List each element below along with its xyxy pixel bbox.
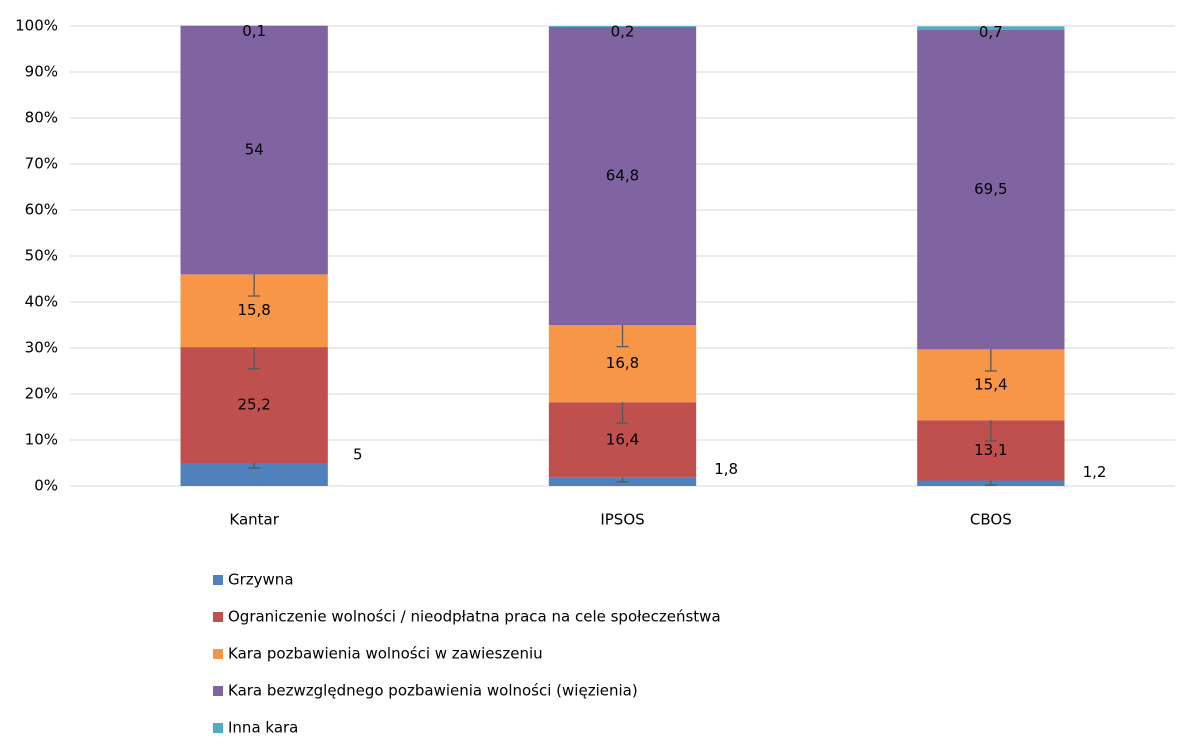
bar-segment [917, 26, 1065, 30]
bar-segment [180, 26, 328, 275]
data-label: 15,8 [237, 301, 270, 319]
data-label: 69,5 [974, 180, 1007, 198]
data-label: 1,8 [714, 460, 738, 478]
data-label: 0,1 [242, 22, 266, 40]
data-label: 54 [245, 141, 264, 159]
x-tick-label: Kantar [229, 511, 279, 529]
legend-swatch [213, 649, 223, 659]
data-label: 0,2 [611, 23, 635, 41]
y-tick-label: 20% [25, 385, 58, 403]
y-tick-label: 60% [25, 201, 58, 219]
x-tick-label: CBOS [970, 511, 1012, 529]
y-tick-label: 80% [25, 109, 58, 127]
data-label: 16,4 [606, 431, 639, 449]
data-label: 64,8 [606, 166, 639, 184]
legend-label: Ograniczenie wolności / nieodpłatna prac… [228, 608, 721, 626]
y-tick-label: 50% [25, 247, 58, 265]
legend-swatch [213, 686, 223, 696]
data-label: 25,2 [237, 396, 270, 414]
y-tick-label: 10% [25, 431, 58, 449]
data-label: 16,8 [606, 354, 639, 372]
data-label: 15,4 [974, 375, 1007, 393]
data-label: 13,1 [974, 441, 1007, 459]
bar-segment [917, 29, 1065, 350]
data-label: 0,7 [979, 23, 1003, 41]
legend-label: Grzywna [228, 571, 294, 589]
data-label: 5 [353, 446, 363, 464]
bar-segment [180, 463, 328, 486]
legend-swatch [213, 723, 223, 733]
y-tick-label: 40% [25, 293, 58, 311]
legend-swatch [213, 575, 223, 585]
y-tick-label: 70% [25, 155, 58, 173]
legend-label: Kara pozbawienia wolności w zawieszeniu [228, 645, 543, 663]
y-tick-label: 100% [15, 17, 58, 35]
y-tick-label: 0% [34, 477, 58, 495]
x-tick-label: IPSOS [600, 511, 644, 529]
data-label: 1,2 [1083, 463, 1107, 481]
y-tick-label: 30% [25, 339, 58, 357]
legend-label: Inna kara [228, 719, 298, 737]
bar-segment [548, 26, 697, 325]
y-tick-label: 90% [25, 63, 58, 81]
legend-swatch [213, 612, 223, 622]
bar-segment [548, 26, 697, 27]
legend-label: Kara bezwzględnego pozbawienia wolności … [228, 682, 638, 700]
